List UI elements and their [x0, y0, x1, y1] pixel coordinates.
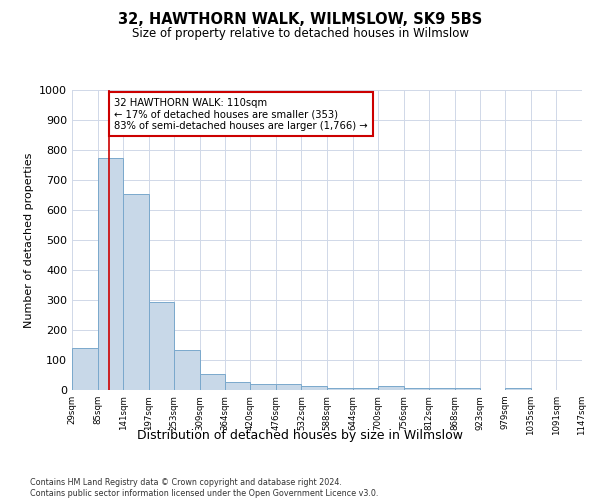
Bar — [72, 348, 98, 390]
Y-axis label: Number of detached properties: Number of detached properties — [23, 152, 34, 328]
Text: 32 HAWTHORN WALK: 110sqm
← 17% of detached houses are smaller (353)
83% of semi-: 32 HAWTHORN WALK: 110sqm ← 17% of detach… — [115, 98, 368, 130]
Bar — [301, 386, 327, 390]
Text: Size of property relative to detached houses in Wilmslow: Size of property relative to detached ho… — [131, 28, 469, 40]
Bar — [123, 194, 149, 390]
Bar — [378, 386, 404, 390]
Bar — [250, 384, 276, 390]
Bar — [174, 350, 200, 390]
Bar — [276, 384, 301, 390]
Bar — [225, 382, 250, 390]
Bar — [149, 302, 174, 390]
Bar — [327, 388, 353, 390]
Bar — [200, 374, 225, 390]
Bar — [404, 388, 429, 390]
Text: 32, HAWTHORN WALK, WILMSLOW, SK9 5BS: 32, HAWTHORN WALK, WILMSLOW, SK9 5BS — [118, 12, 482, 28]
Bar — [98, 158, 123, 390]
Text: Distribution of detached houses by size in Wilmslow: Distribution of detached houses by size … — [137, 428, 463, 442]
Bar — [455, 388, 480, 390]
Bar — [353, 388, 378, 390]
Bar — [505, 388, 531, 390]
Text: Contains HM Land Registry data © Crown copyright and database right 2024.
Contai: Contains HM Land Registry data © Crown c… — [30, 478, 379, 498]
Bar — [429, 388, 455, 390]
